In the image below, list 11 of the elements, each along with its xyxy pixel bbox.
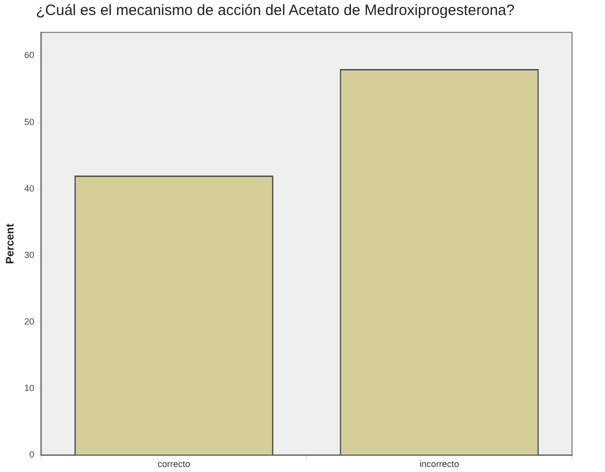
x-tick-label: incorrecto <box>420 459 460 470</box>
y-tick-label: 0 <box>29 450 34 460</box>
y-tick-label: 40 <box>24 183 34 194</box>
y-tick-label: 50 <box>24 116 34 127</box>
y-tick-label: 60 <box>24 50 34 60</box>
y-tick-label: 10 <box>24 383 34 394</box>
x-tick-label: correcto <box>158 459 190 470</box>
y-axis-title: Percent <box>4 223 17 264</box>
y-tick-label: 30 <box>24 250 34 260</box>
y-tick-label: 20 <box>24 316 34 327</box>
chart-title: ¿Cuál es el mecanismo de acción del Acetato de Medroxiprogesterona? <box>36 2 515 19</box>
